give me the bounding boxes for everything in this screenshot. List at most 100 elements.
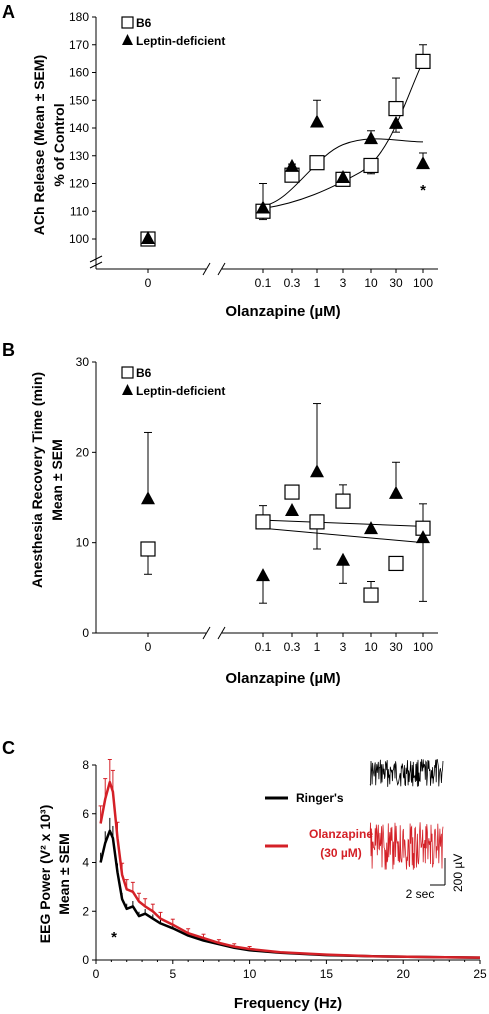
legend-label-olanzapine-dose: (30 µM) <box>320 846 362 860</box>
axis-break-mark-a <box>202 262 211 276</box>
y-tick-label-b: 20 <box>76 445 90 459</box>
y-tick-label-a: 100 <box>69 232 89 246</box>
legend-marker-leptin-deficient <box>122 34 133 45</box>
scale-bar-label-voltage: 200 µV <box>451 854 465 892</box>
x-tick-label-a: 30 <box>389 276 403 290</box>
data-point-leptin-deficient <box>389 115 403 129</box>
y-axis-label2-a: % of Control <box>51 103 67 186</box>
significance-asterisk-c: * <box>111 929 117 946</box>
x-tick-label-a: 0 <box>145 276 152 290</box>
panel-c: C EEG Power (V² x 10³) Mean ± SEM Freque… <box>2 738 487 1012</box>
x-tick-label-b: 30 <box>389 640 403 654</box>
data-point-leptin-deficient <box>285 158 299 172</box>
y-tick-label-a: 130 <box>69 149 89 163</box>
y-tick-label-b: 10 <box>76 536 90 550</box>
legend-marker-b6 <box>121 16 134 29</box>
fit-curve-b6 <box>262 61 424 209</box>
data-point-leptin-deficient <box>416 530 430 544</box>
x-tick-label-a: 0.1 <box>255 276 272 290</box>
x-axis-label-c: Frequency (Hz) <box>234 995 342 1012</box>
x-tick-label-a: 100 <box>413 276 433 290</box>
legend-label-leptin-deficient: Leptin-deficient <box>136 34 225 48</box>
x-axis-label-a: Olanzapine (µM) <box>225 303 340 320</box>
data-point-b6 <box>415 53 431 70</box>
panel-a: A ACh Release (Mean ± SEM) % of Control … <box>2 2 438 320</box>
legend-label-leptin-deficient: Leptin-deficient <box>136 384 225 398</box>
x-axis-label-b: Olanzapine (µM) <box>225 670 340 687</box>
x-tick-label-a: 1 <box>314 276 321 290</box>
panel-letter-a: A <box>2 2 15 22</box>
axis-break-mark-b <box>202 626 211 640</box>
eeg-trace-ringers <box>369 758 444 787</box>
axis-break-mark-b <box>217 626 226 640</box>
x-tick-label-c: 0 <box>93 967 100 981</box>
y-tick-label-a: 120 <box>69 177 89 191</box>
data-point-leptin-deficient <box>285 503 299 517</box>
data-point-leptin-deficient <box>416 156 430 170</box>
x-tick-label-c: 20 <box>397 967 411 981</box>
x-tick-label-c: 25 <box>473 967 487 981</box>
fit-line-leptin-deficient <box>262 527 424 544</box>
y-tick-label-a: 140 <box>69 121 89 135</box>
significance-asterisk: * <box>420 182 426 199</box>
y-tick-label-c: 4 <box>82 856 89 870</box>
y-tick-label-a: 150 <box>69 93 89 107</box>
y-tick-label-c: 2 <box>82 904 89 918</box>
y-tick-label-b: 0 <box>82 626 89 640</box>
legend-marker-b6 <box>121 366 134 379</box>
x-tick-label-b: 3 <box>340 640 347 654</box>
scale-bar-label-time: 2 sec <box>406 887 435 901</box>
legend-label-b6: B6 <box>136 16 152 30</box>
data-point-b6 <box>255 514 271 530</box>
y-axis-break-mark-a <box>89 255 103 263</box>
y-axis-break-mark-a <box>89 261 103 269</box>
y-axis-label-c: EEG Power (V² x 10³) <box>37 805 53 943</box>
data-point-leptin-deficient <box>389 485 403 499</box>
y-axis-label2-c: Mean ± SEM <box>56 833 72 915</box>
data-point-b6 <box>388 100 404 117</box>
data-point-b6 <box>363 587 379 603</box>
y-tick-label-b: 30 <box>76 355 90 369</box>
panel-letter-b: B <box>2 340 15 360</box>
axis-break-mark-a <box>217 262 226 276</box>
y-axis-label-a: ACh Release (Mean ± SEM) <box>31 55 47 235</box>
panel-letter-c: C <box>2 738 15 758</box>
data-point-leptin-deficient <box>310 114 324 128</box>
data-point-leptin-deficient <box>141 231 155 244</box>
data-point-b6 <box>284 484 300 500</box>
data-point-b6 <box>363 157 379 174</box>
x-tick-label-c: 15 <box>320 967 334 981</box>
data-point-b6 <box>335 493 351 509</box>
legend-label-ringers: Ringer's <box>296 791 344 805</box>
legend-label-b6: B6 <box>136 366 152 380</box>
y-tick-label-a: 170 <box>69 38 89 52</box>
data-point-leptin-deficient <box>310 464 324 478</box>
data-point-leptin-deficient <box>256 568 270 582</box>
data-point-leptin-deficient <box>336 169 350 183</box>
x-tick-label-b: 0 <box>145 640 152 654</box>
x-tick-label-b: 0.1 <box>255 640 272 654</box>
data-point-leptin-deficient <box>364 521 378 535</box>
y-tick-label-c: 8 <box>82 758 89 772</box>
data-point-b6 <box>309 514 325 530</box>
fit-curve-leptin-deficient <box>262 138 424 207</box>
y-tick-label-a: 160 <box>69 66 89 80</box>
x-tick-label-c: 5 <box>169 967 176 981</box>
x-tick-label-a: 3 <box>340 276 347 290</box>
fit-line-b6 <box>262 519 424 527</box>
data-point-b6 <box>388 555 404 572</box>
y-axis-label2-b: Mean ± SEM <box>49 439 65 521</box>
data-point-leptin-deficient <box>141 491 155 505</box>
y-tick-label-c: 6 <box>82 807 89 821</box>
y-tick-label-a: 110 <box>70 204 89 218</box>
data-point-b6 <box>309 155 325 171</box>
panel-b: B Anesthesia Recovery Time (min) Mean ± … <box>2 340 438 687</box>
data-point-leptin-deficient <box>256 200 270 214</box>
x-tick-label-b: 10 <box>364 640 378 654</box>
eeg-trace-olanzapine <box>369 822 444 870</box>
y-axis-label-b: Anesthesia Recovery Time (min) <box>29 372 45 588</box>
y-tick-label-c: 0 <box>82 953 89 967</box>
legend-marker-leptin-deficient <box>122 384 133 395</box>
data-point-leptin-deficient <box>336 552 350 566</box>
